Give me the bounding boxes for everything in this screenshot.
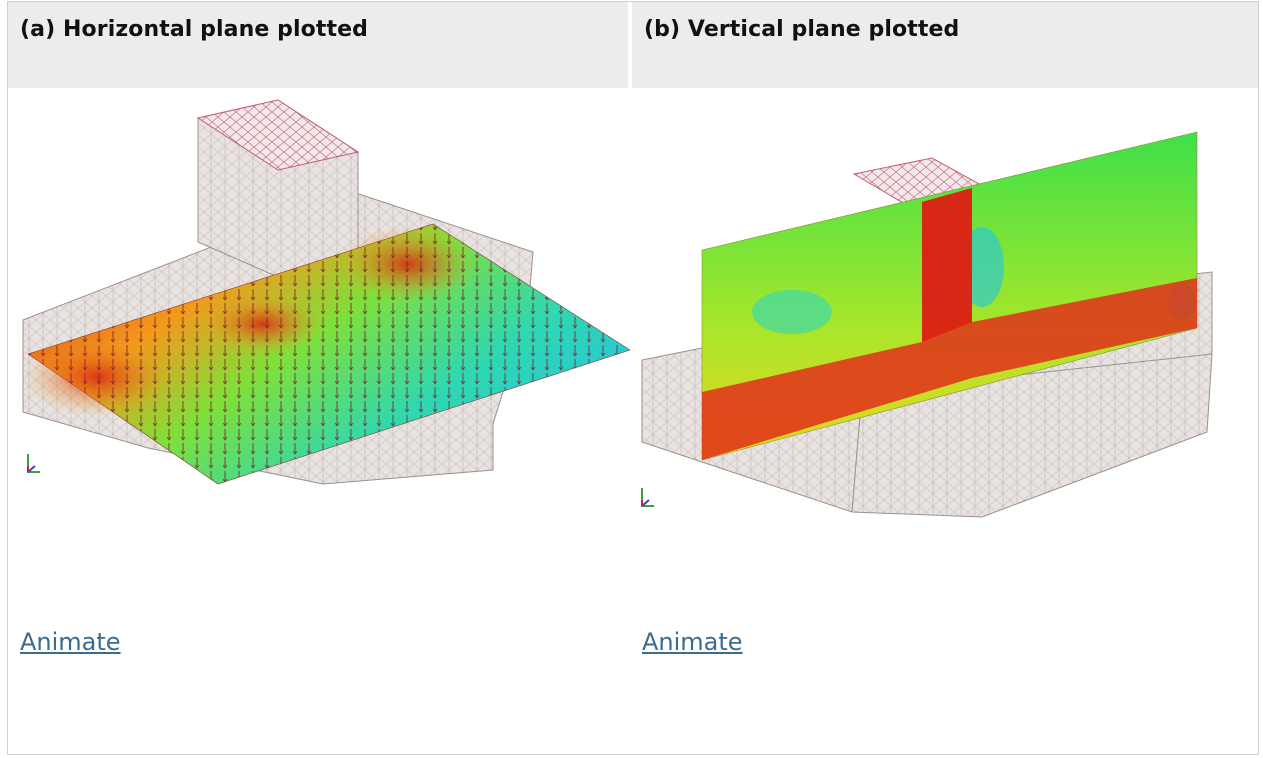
mesh-render [641, 131, 1213, 518]
panel-vertical: (b) Vertical plane plotted [632, 2, 1258, 754]
mesh-render [22, 99, 631, 485]
panel-header: (a) Horizontal plane plotted [8, 2, 628, 88]
axes-triad-icon [27, 454, 40, 473]
axes-triad-icon [641, 488, 654, 507]
panel-horizontal: (a) Horizontal plane plotted [8, 2, 631, 754]
animate-link[interactable]: Animate [20, 628, 121, 656]
panel-title: (a) Horizontal plane plotted [20, 17, 368, 42]
figure-table: (a) Horizontal plane plotted [7, 1, 1259, 755]
animate-link[interactable]: Animate [642, 628, 743, 656]
vertical-plane-plot [632, 92, 1258, 612]
horizontal-plane-plot [8, 92, 631, 612]
panel-header: (b) Vertical plane plotted [632, 2, 1258, 88]
panel-title: (b) Vertical plane plotted [644, 17, 960, 42]
